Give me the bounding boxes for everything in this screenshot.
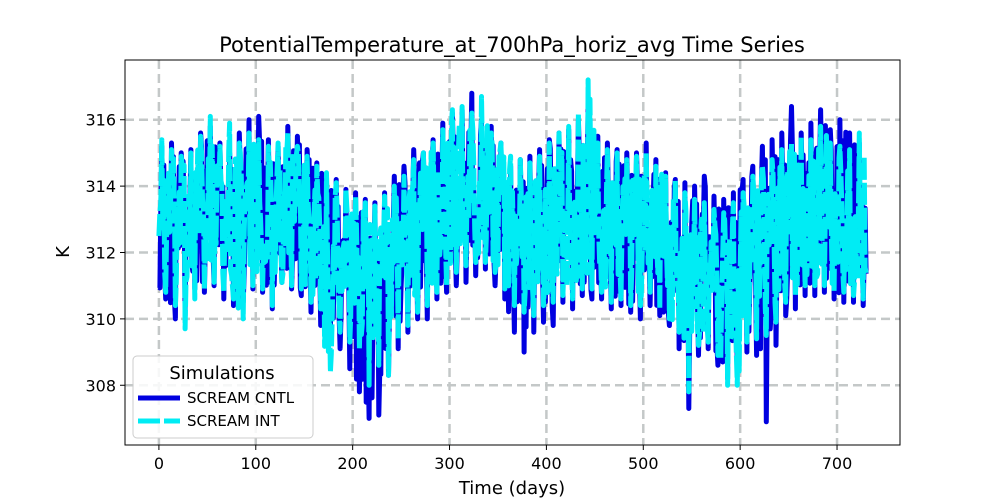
x-tick-label: 700 xyxy=(822,454,853,473)
y-tick-label: 314 xyxy=(85,177,116,196)
y-tick-label: 308 xyxy=(85,376,116,395)
legend: Simulations SCREAM CNTL SCREAM INT xyxy=(132,355,314,439)
legend-title: Simulations xyxy=(169,363,274,384)
y-tick-label: 312 xyxy=(85,244,116,263)
y-axis-ticks: 308 310 312 314 316 xyxy=(85,111,125,395)
x-tick-label: 500 xyxy=(628,454,659,473)
legend-label-scream-cntl: SCREAM CNTL xyxy=(187,389,295,407)
y-tick-label: 316 xyxy=(85,111,116,130)
legend-box xyxy=(132,355,314,439)
y-tick-label: 310 xyxy=(85,310,116,329)
chart-title: PotentialTemperature_at_700hPa_horiz_avg… xyxy=(219,33,805,58)
series-line-scream-int xyxy=(156,77,869,395)
x-tick-label: 300 xyxy=(434,454,465,473)
x-tick-label: 0 xyxy=(154,454,164,473)
x-tick-label: 100 xyxy=(241,454,272,473)
x-tick-label: 400 xyxy=(531,454,562,473)
x-axis-ticks: 0 100 200 300 400 500 600 700 xyxy=(154,445,852,473)
x-axis-label: Time (days) xyxy=(458,478,565,499)
x-tick-label: 200 xyxy=(337,454,368,473)
series-layer xyxy=(156,77,869,425)
x-tick-label: 600 xyxy=(725,454,756,473)
legend-label-scream-int: SCREAM INT xyxy=(187,412,281,430)
y-axis-label: K xyxy=(53,245,74,258)
